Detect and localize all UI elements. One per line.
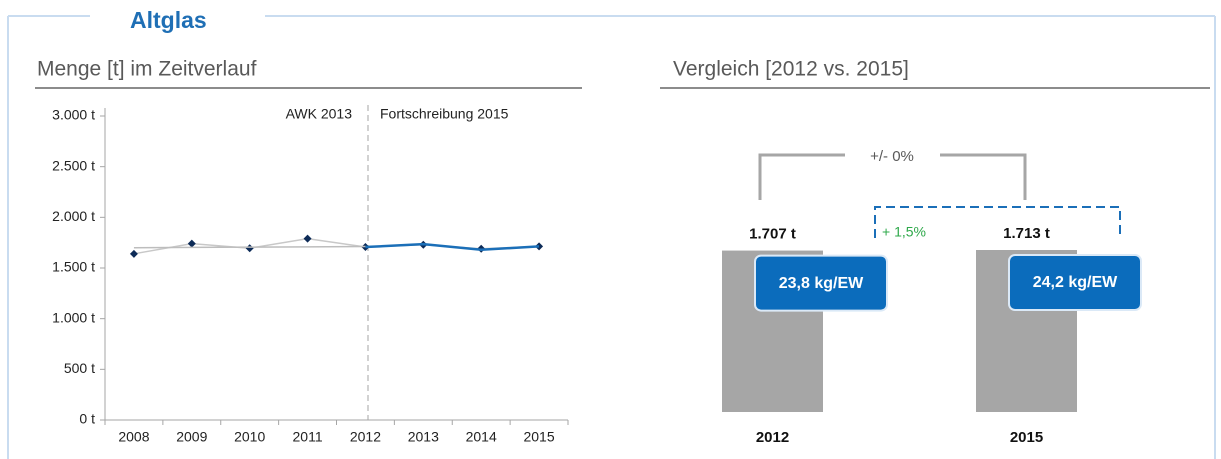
chart-subtitle: Vergleich [2012 vs. 2015] xyxy=(673,58,909,81)
annotation: +/- 0% xyxy=(870,148,914,165)
value-label: 1.707 t xyxy=(749,226,796,243)
series-line xyxy=(365,242,540,252)
x-tick-label: 2010 xyxy=(234,429,265,445)
y-tick-label: 2.500 t xyxy=(52,157,95,173)
slide-title: Altglas xyxy=(130,7,207,33)
x-tick-label: 2008 xyxy=(118,429,149,445)
per-capita-label: 23,8 kg/EW xyxy=(779,275,864,292)
x-tick-label: 2012 xyxy=(756,429,789,446)
data-point xyxy=(129,249,138,258)
x-tick-label: 2015 xyxy=(523,429,554,445)
frame xyxy=(7,15,1216,459)
y-tick-label: 3.000 t xyxy=(52,107,95,123)
y-tick-label: 0 t xyxy=(79,411,95,427)
y-tick-label: 2.000 t xyxy=(52,208,95,224)
x-tick-label: 2009 xyxy=(176,429,207,445)
comparison-bracket xyxy=(874,206,1121,238)
y-tick-label: 500 t xyxy=(64,360,95,376)
data-point xyxy=(187,239,196,248)
per-capita-box xyxy=(754,254,888,312)
y-tick-label: 1.500 t xyxy=(52,259,95,275)
y-tick-label: 1.000 t xyxy=(52,309,95,325)
per-capita-label: 24,2 kg/EW xyxy=(1033,274,1118,291)
data-point xyxy=(245,244,254,253)
x-tick-label: 2011 xyxy=(293,429,323,445)
series-line xyxy=(133,245,366,249)
per-capita-box xyxy=(1008,254,1142,311)
x-tick-label: 2014 xyxy=(466,429,497,445)
annotation: + 1,5% xyxy=(882,224,926,240)
x-tick-label: 2015 xyxy=(1010,429,1043,446)
x-tick-label: 2012 xyxy=(350,429,381,445)
chart-subtitle: Menge [t] im Zeitverlauf xyxy=(37,58,257,81)
x-tick-label: 2013 xyxy=(408,429,439,445)
value-label: 1.713 t xyxy=(1003,225,1050,242)
data-point xyxy=(303,234,312,243)
annotation: Fortschreibung 2015 xyxy=(380,106,509,122)
annotation: AWK 2013 xyxy=(286,106,353,122)
label-bg xyxy=(845,145,940,167)
